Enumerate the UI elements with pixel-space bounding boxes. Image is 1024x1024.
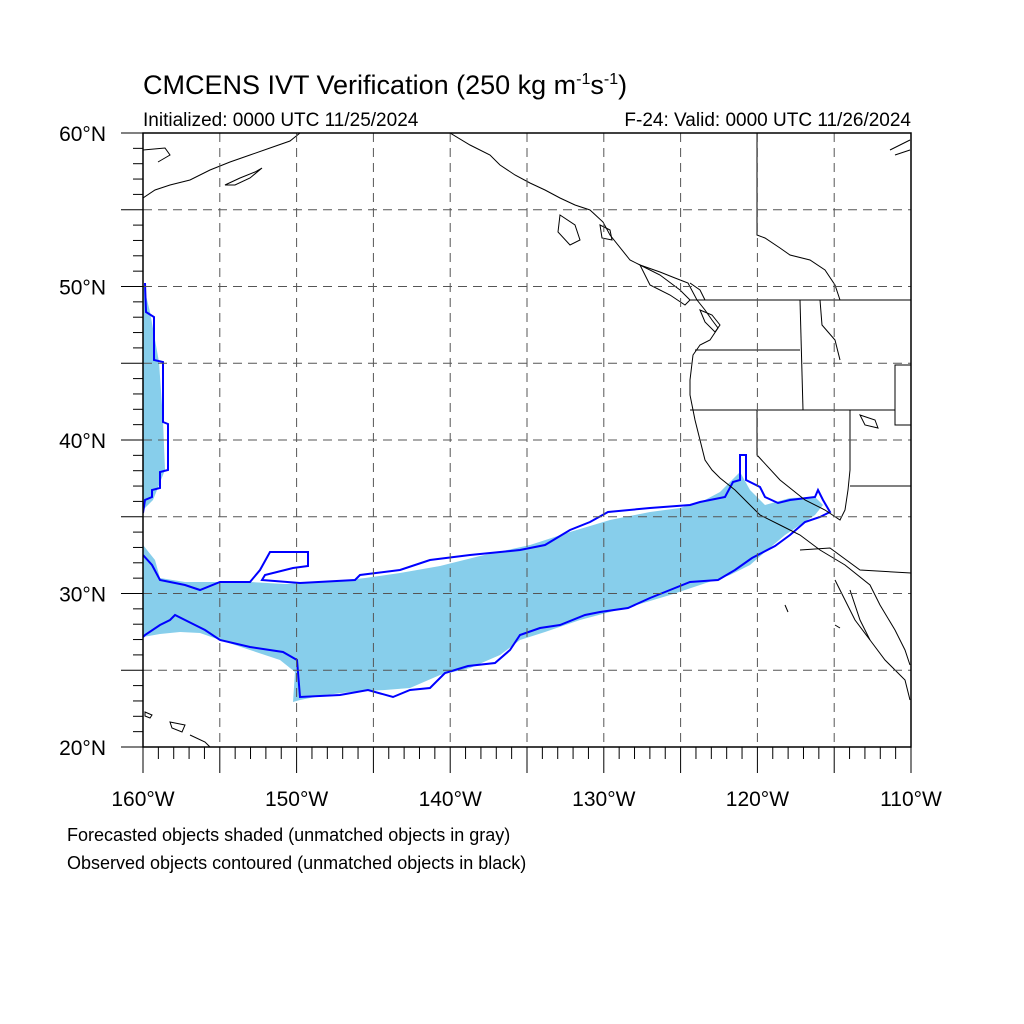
observed-contour-west-coast [143,282,169,514]
observed-contour-main-river [143,454,832,699]
lon-label-150: 150°W [265,788,328,811]
lon-label-130: 130°W [572,788,635,811]
lat-label-30: 30°N [59,584,106,607]
lon-label-140: 140°W [419,788,482,811]
lat-label-50: 50°N [59,277,106,300]
political-boundaries [690,133,911,574]
forecast-object-west-coast [143,283,165,510]
lat-label-20: 20°N [59,737,106,760]
graticule [143,133,911,747]
map-title: CMCENS IVT Verification (250 kg m-1s-1) [143,70,628,100]
lat-label-40: 40°N [59,430,106,453]
lon-label-110: 110°W [880,788,942,811]
lon-label-160: 160°W [111,788,174,811]
plot-frame [142,132,912,748]
legend-observed-note: Observed objects contoured (unmatched ob… [67,853,527,873]
axis-labels: 60°N 50°N 40°N 30°N 20°N 160°W 150°W 140°W 130°W… [59,123,942,811]
lon-label-120: 120°W [726,788,789,811]
forecast-object-main-river [143,472,823,702]
initialized-label: Initialized: 0000 UTC 11/25/2024 [143,110,419,131]
legend-forecast-note: Forecasted objects shaded (unmatched obj… [67,825,511,845]
lat-label-60: 60°N [59,123,106,146]
axis-ticks [121,132,912,773]
valid-time-label: F-24: Valid: 0000 UTC 11/26/2024 [624,110,911,131]
